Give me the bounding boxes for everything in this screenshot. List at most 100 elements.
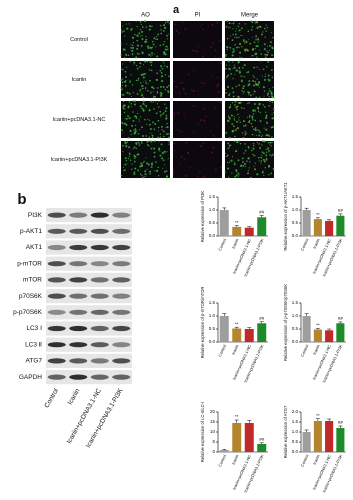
cell bbox=[259, 111, 261, 114]
cell bbox=[126, 27, 128, 30]
y-tick-label: 1.5 bbox=[292, 194, 299, 199]
cell bbox=[258, 102, 261, 105]
cell bbox=[226, 154, 229, 157]
x-tick-label: Icariin bbox=[231, 344, 240, 356]
cell bbox=[213, 136, 215, 138]
cell bbox=[259, 49, 261, 51]
cell bbox=[252, 119, 254, 121]
cell bbox=[248, 114, 251, 117]
cell bbox=[234, 36, 236, 38]
cell bbox=[130, 102, 133, 105]
cell bbox=[248, 80, 251, 83]
cell bbox=[139, 165, 142, 168]
cell bbox=[135, 143, 138, 145]
y-axis-label: Relative expression of p-mTOR/mTOR bbox=[200, 287, 205, 359]
cell bbox=[254, 48, 256, 50]
cell bbox=[121, 88, 123, 91]
cell bbox=[130, 106, 132, 108]
cell bbox=[168, 23, 171, 25]
bar bbox=[219, 316, 229, 342]
cell bbox=[237, 25, 240, 28]
cell bbox=[252, 147, 255, 150]
cell bbox=[272, 168, 275, 170]
cell bbox=[232, 61, 234, 63]
cell bbox=[257, 83, 260, 86]
cell bbox=[153, 140, 156, 143]
cell bbox=[232, 47, 235, 50]
cell bbox=[255, 45, 258, 48]
cell bbox=[242, 87, 245, 90]
cell bbox=[245, 41, 248, 44]
blot-band bbox=[90, 309, 109, 315]
cell bbox=[203, 50, 205, 52]
cell bbox=[247, 91, 249, 93]
cell bbox=[243, 64, 246, 67]
cell bbox=[265, 24, 267, 26]
cell bbox=[147, 143, 149, 146]
cell bbox=[180, 130, 182, 133]
y-tick-label: 1.5 bbox=[209, 194, 216, 199]
cell bbox=[226, 64, 228, 66]
cell bbox=[234, 33, 237, 36]
significance: ## bbox=[259, 316, 265, 321]
cell bbox=[255, 22, 257, 24]
cell bbox=[243, 125, 245, 127]
cell bbox=[268, 95, 270, 98]
cell bbox=[124, 108, 126, 110]
cell bbox=[250, 29, 253, 31]
cell bbox=[231, 87, 234, 90]
cell bbox=[266, 53, 269, 56]
cell bbox=[203, 175, 206, 178]
cell bbox=[253, 154, 256, 157]
blot-strip bbox=[46, 208, 132, 223]
blot-band bbox=[112, 358, 131, 364]
column-header: AO bbox=[141, 13, 150, 19]
cell bbox=[218, 122, 220, 124]
cell bbox=[238, 66, 241, 69]
cell bbox=[167, 20, 169, 23]
cell bbox=[186, 103, 188, 105]
cell bbox=[256, 53, 258, 55]
cell bbox=[228, 22, 231, 24]
cell bbox=[216, 22, 219, 24]
cell bbox=[241, 46, 243, 48]
cell bbox=[150, 147, 153, 150]
cell bbox=[231, 39, 234, 41]
cell bbox=[135, 64, 138, 67]
cell bbox=[123, 111, 126, 114]
cell bbox=[248, 116, 251, 118]
cell bbox=[156, 91, 159, 93]
cell bbox=[192, 69, 195, 72]
cell bbox=[251, 125, 254, 128]
cell bbox=[228, 161, 231, 163]
bar bbox=[336, 323, 345, 342]
cell bbox=[157, 87, 159, 89]
row-label: Icariin bbox=[72, 77, 87, 83]
cell bbox=[271, 101, 274, 104]
cell bbox=[266, 94, 269, 96]
cell bbox=[254, 128, 257, 131]
cell bbox=[263, 160, 266, 163]
y-axis-label: Relative expression of p-p70S6K/p70S6K bbox=[283, 284, 288, 361]
cell bbox=[252, 84, 255, 87]
cell bbox=[137, 141, 140, 144]
cell bbox=[268, 174, 270, 176]
cell bbox=[173, 112, 175, 115]
blot-label: p-mTOR bbox=[17, 260, 42, 267]
blot-band bbox=[112, 342, 131, 348]
cell bbox=[156, 136, 160, 139]
cell bbox=[258, 81, 260, 83]
cell bbox=[231, 54, 234, 57]
cell bbox=[227, 74, 230, 77]
cell bbox=[202, 28, 204, 31]
cell bbox=[156, 103, 159, 105]
cell bbox=[160, 75, 164, 78]
blot-label: mTOR bbox=[23, 277, 42, 284]
cell bbox=[168, 33, 170, 35]
cell bbox=[120, 174, 123, 177]
y-tick-label: 0.0 bbox=[209, 339, 216, 344]
cell bbox=[133, 103, 137, 106]
cell bbox=[244, 143, 246, 145]
micrograph bbox=[173, 21, 222, 58]
cell bbox=[235, 150, 238, 153]
